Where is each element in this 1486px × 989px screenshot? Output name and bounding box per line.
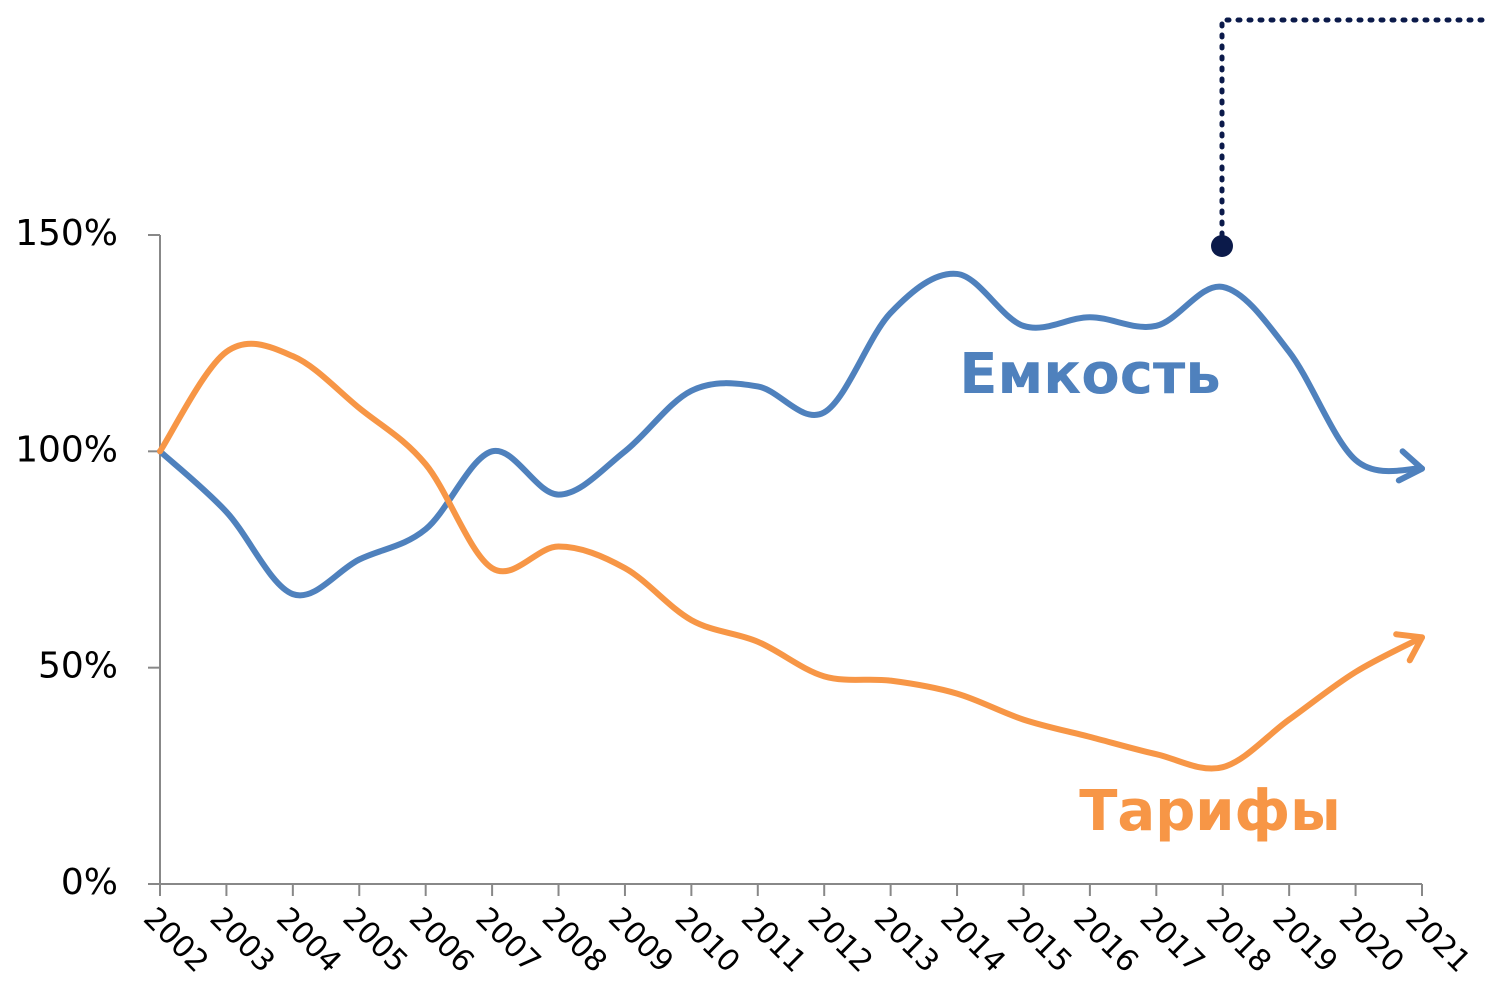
y-tick-label: 50%: [38, 646, 118, 687]
x-tick-label: 2011: [734, 901, 813, 980]
x-tick-label: 2016: [1066, 901, 1145, 980]
x-tick-label: 2021: [1398, 901, 1477, 980]
x-tick-label: 2002: [136, 901, 215, 980]
x-tick-label: 2019: [1265, 901, 1344, 980]
x-tick-label: 2014: [933, 901, 1012, 980]
line: [157, 270, 1425, 599]
x-tick-label: 2013: [867, 901, 946, 980]
y-tick-label: 150%: [15, 213, 118, 254]
x-tick-label: 2015: [1000, 901, 1079, 980]
x-tick-label: 2008: [535, 901, 614, 980]
x-tick-label: 2017: [1133, 901, 1212, 980]
x-tick-label: 2004: [269, 901, 348, 980]
x-tick-label: 2018: [1199, 901, 1278, 980]
x-tick-label: 2007: [468, 901, 547, 980]
x-tick-label: 2005: [336, 901, 415, 980]
series-label: Тарифы: [1079, 779, 1341, 844]
x-tick-label: 2020: [1332, 901, 1411, 980]
arrowhead: [1395, 448, 1425, 484]
series-label: Емкость: [959, 342, 1221, 407]
callout-dot: [1211, 235, 1233, 257]
x-tick-label: 2012: [801, 901, 880, 980]
y-tick-label: 0%: [61, 862, 118, 903]
line: [157, 340, 1425, 772]
x-tick-label: 2006: [402, 901, 481, 980]
x-tick-label: 2010: [668, 901, 747, 980]
x-tick-label: 2003: [203, 901, 282, 980]
y-tick-label: 100%: [15, 429, 118, 470]
x-tick-label: 2009: [601, 901, 680, 980]
arrowhead: [1393, 631, 1425, 664]
callout-line: [1219, 17, 1486, 249]
